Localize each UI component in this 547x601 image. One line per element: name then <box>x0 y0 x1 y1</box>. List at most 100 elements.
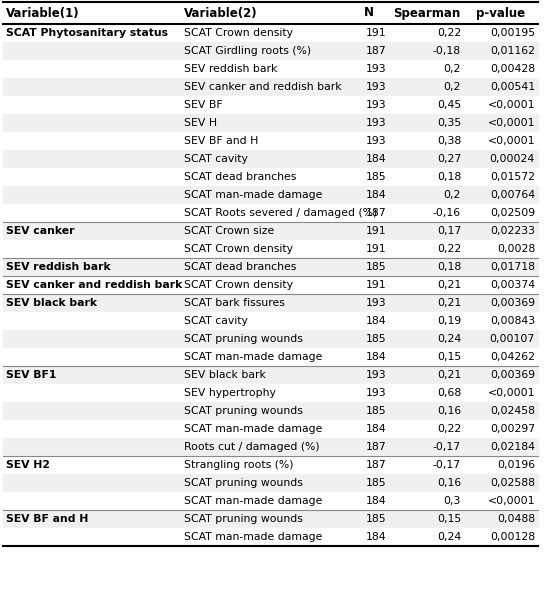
Text: Strangling roots (%): Strangling roots (%) <box>184 460 294 470</box>
Text: 0,3: 0,3 <box>444 496 461 506</box>
Text: 0,00369: 0,00369 <box>490 370 535 380</box>
Text: 184: 184 <box>365 424 386 434</box>
Text: 0,0488: 0,0488 <box>497 514 535 524</box>
Bar <box>3 78 538 96</box>
Bar <box>3 330 538 348</box>
Bar <box>3 276 538 294</box>
Text: SCAT Girdling roots (%): SCAT Girdling roots (%) <box>184 46 311 56</box>
Text: -0,17: -0,17 <box>433 442 461 452</box>
Text: 184: 184 <box>365 316 386 326</box>
Text: 0,0028: 0,0028 <box>497 244 535 254</box>
Text: 0,22: 0,22 <box>437 424 461 434</box>
Text: 187: 187 <box>365 46 386 56</box>
Text: 193: 193 <box>365 136 386 146</box>
Text: SCAT Crown size: SCAT Crown size <box>184 226 274 236</box>
Text: 0,21: 0,21 <box>437 280 461 290</box>
Bar <box>3 186 538 204</box>
Text: 193: 193 <box>365 298 386 308</box>
Text: 0,02233: 0,02233 <box>490 226 535 236</box>
Text: SCAT bark fissures: SCAT bark fissures <box>184 298 285 308</box>
Text: SEV canker: SEV canker <box>6 226 74 236</box>
Text: 0,22: 0,22 <box>437 244 461 254</box>
Text: N: N <box>364 7 374 19</box>
Text: SEV BF and H: SEV BF and H <box>184 136 258 146</box>
Text: 0,0196: 0,0196 <box>497 460 535 470</box>
Bar <box>3 492 538 510</box>
Text: 0,18: 0,18 <box>437 262 461 272</box>
Text: 0,27: 0,27 <box>437 154 461 164</box>
Text: 184: 184 <box>365 352 386 362</box>
Text: 0,21: 0,21 <box>437 370 461 380</box>
Text: SCAT man-made damage: SCAT man-made damage <box>184 496 322 506</box>
Text: SEV black bark: SEV black bark <box>6 298 97 308</box>
Text: SCAT Phytosanitary status: SCAT Phytosanitary status <box>6 28 168 38</box>
Bar <box>3 96 538 114</box>
Text: SEV BF1: SEV BF1 <box>6 370 56 380</box>
Text: 0,00107: 0,00107 <box>490 334 535 344</box>
Text: 193: 193 <box>365 388 386 398</box>
Text: SCAT dead branches: SCAT dead branches <box>184 262 296 272</box>
Text: 184: 184 <box>365 154 386 164</box>
Text: SEV BF: SEV BF <box>184 100 223 110</box>
Text: 0,01162: 0,01162 <box>490 46 535 56</box>
Bar <box>3 348 538 366</box>
Text: 184: 184 <box>365 190 386 200</box>
Bar <box>3 402 538 420</box>
Text: 0,04262: 0,04262 <box>490 352 535 362</box>
Text: 0,15: 0,15 <box>437 514 461 524</box>
Bar <box>3 132 538 150</box>
Text: 0,02184: 0,02184 <box>490 442 535 452</box>
Text: 0,68: 0,68 <box>437 388 461 398</box>
Text: p-value: p-value <box>476 7 526 19</box>
Text: <0,0001: <0,0001 <box>487 496 535 506</box>
Bar <box>3 438 538 456</box>
Bar <box>3 474 538 492</box>
Text: 0,2: 0,2 <box>444 64 461 74</box>
Text: 185: 185 <box>365 262 386 272</box>
Text: 191: 191 <box>365 226 386 236</box>
Bar <box>3 60 538 78</box>
Text: SEV canker and reddish bark: SEV canker and reddish bark <box>184 82 342 92</box>
Text: <0,0001: <0,0001 <box>487 136 535 146</box>
Text: SCAT Crown density: SCAT Crown density <box>184 28 293 38</box>
Bar <box>3 294 538 312</box>
Text: SCAT pruning wounds: SCAT pruning wounds <box>184 478 303 488</box>
Bar <box>3 240 538 258</box>
Text: 185: 185 <box>365 514 386 524</box>
Bar <box>3 510 538 528</box>
Text: 0,00428: 0,00428 <box>490 64 535 74</box>
Bar <box>3 150 538 168</box>
Text: 0,2: 0,2 <box>444 190 461 200</box>
Bar <box>3 24 538 42</box>
Text: SEV reddish bark: SEV reddish bark <box>184 64 277 74</box>
Bar <box>3 420 538 438</box>
Text: 0,00374: 0,00374 <box>490 280 535 290</box>
Text: SCAT man-made damage: SCAT man-made damage <box>184 532 322 542</box>
Text: -0,17: -0,17 <box>433 460 461 470</box>
Bar <box>3 114 538 132</box>
Text: 187: 187 <box>365 208 386 218</box>
Text: SCAT man-made damage: SCAT man-made damage <box>184 190 322 200</box>
Text: SCAT cavity: SCAT cavity <box>184 316 248 326</box>
Text: SEV H2: SEV H2 <box>6 460 50 470</box>
Text: 184: 184 <box>365 532 386 542</box>
Text: SEV hypertrophy: SEV hypertrophy <box>184 388 276 398</box>
Bar <box>3 312 538 330</box>
Text: 0,17: 0,17 <box>437 226 461 236</box>
Text: 0,00128: 0,00128 <box>490 532 535 542</box>
Text: 187: 187 <box>365 442 386 452</box>
Text: SEV canker and reddish bark: SEV canker and reddish bark <box>6 280 182 290</box>
Text: 0,19: 0,19 <box>437 316 461 326</box>
Bar <box>3 456 538 474</box>
Text: 0,15: 0,15 <box>437 352 461 362</box>
Text: 0,24: 0,24 <box>437 532 461 542</box>
Text: SEV H: SEV H <box>184 118 217 128</box>
Bar <box>3 42 538 60</box>
Bar <box>3 204 538 222</box>
Text: 193: 193 <box>365 100 386 110</box>
Text: <0,0001: <0,0001 <box>487 100 535 110</box>
Text: 0,22: 0,22 <box>437 28 461 38</box>
Text: SCAT Crown density: SCAT Crown density <box>184 244 293 254</box>
Text: Variable(2): Variable(2) <box>184 7 258 19</box>
Bar <box>3 222 538 240</box>
